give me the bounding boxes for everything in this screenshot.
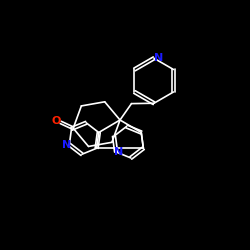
- Text: O: O: [52, 116, 61, 126]
- Text: N: N: [154, 53, 164, 63]
- Text: N: N: [114, 147, 123, 157]
- Text: N: N: [62, 140, 72, 149]
